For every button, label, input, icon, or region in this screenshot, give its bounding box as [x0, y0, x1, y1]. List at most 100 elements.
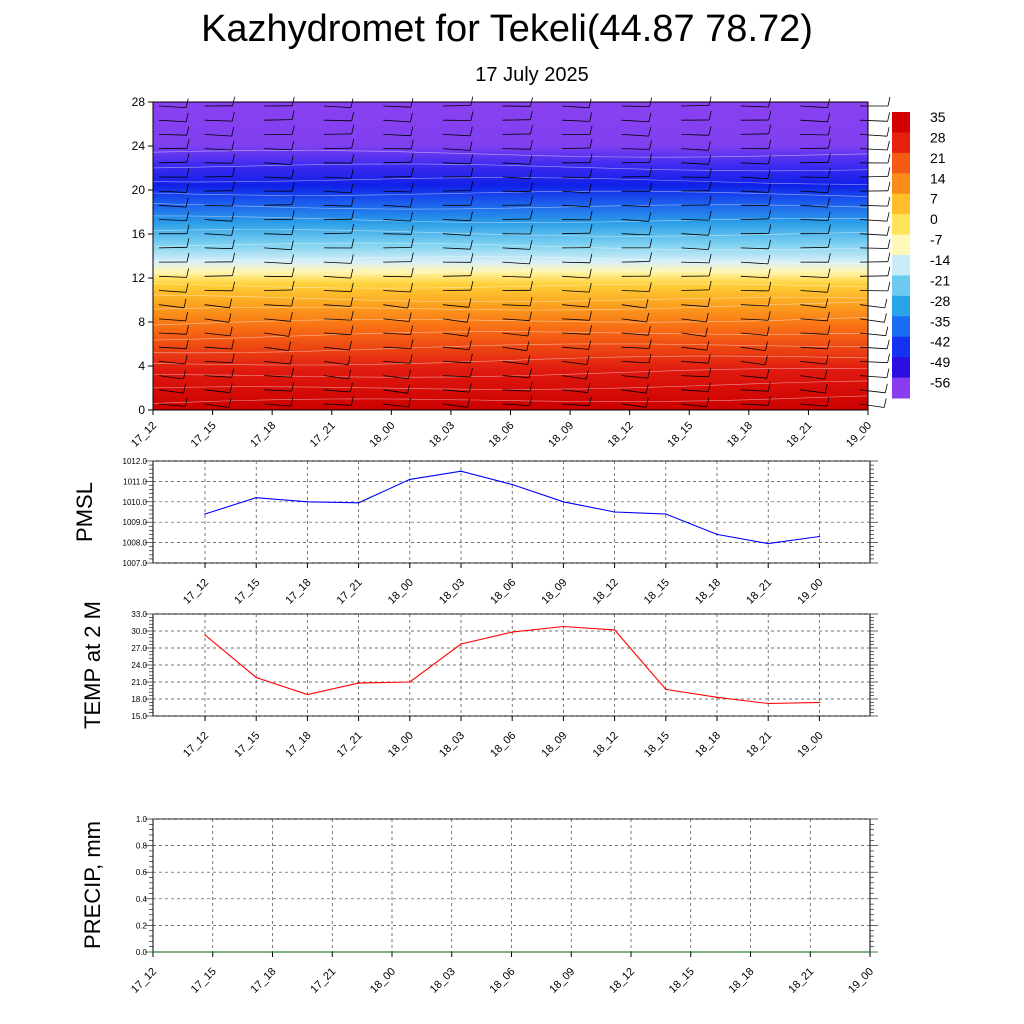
wind-barb: [442, 361, 471, 364]
wind-barb-feather: [231, 112, 235, 122]
data-point: [809, 951, 812, 953]
wind-barb-feather: [827, 125, 831, 136]
wind-barb-feather: [186, 126, 190, 136]
colorbar-label: -14: [930, 252, 950, 268]
wind-barb-feather: [351, 124, 355, 134]
y-tick-label: 1010.0: [123, 498, 148, 507]
wind-barb: [442, 332, 468, 337]
wind-barb-feather: [410, 252, 414, 262]
temp-panel: 15.0 18.0 21.0 24.0 27.0 30.0 33.0 17_12 17_15 17…: [80, 601, 878, 760]
wind-barb: [383, 261, 412, 263]
wind-barb-feather: [529, 396, 533, 406]
wind-barb: [204, 176, 233, 178]
wind-barb-feather: [827, 283, 830, 293]
x-tick-label: 19_00: [795, 730, 825, 760]
x-tick-label: 18_15: [642, 577, 672, 607]
wind-barb: [158, 134, 187, 136]
wind-barb: [264, 162, 292, 165]
x-tick-label: 18_06: [488, 966, 518, 996]
y-tick-label: 28: [132, 95, 146, 109]
wind-barb: [264, 204, 293, 206]
wind-barb: [502, 190, 531, 193]
wind-barb-feather: [410, 267, 414, 277]
wind-barb-feather: [410, 212, 413, 222]
wind-barb-feather: [887, 153, 891, 164]
y-axis-title: PRECIP, mm: [80, 821, 105, 949]
x-tick-label: 18_03: [437, 577, 467, 607]
wind-barb-feather: [410, 112, 413, 123]
contour-line: [152, 395, 869, 404]
wind-barb-feather: [185, 339, 189, 349]
y-tick-label: 21.0: [131, 678, 147, 687]
contour-line: [152, 355, 869, 366]
wind-barb: [740, 190, 769, 193]
wind-barb: [562, 403, 590, 407]
wind-barb: [204, 389, 231, 394]
wind-barb-feather: [467, 398, 470, 408]
wind-barb: [859, 403, 885, 408]
wind-barb-feather: [350, 311, 354, 321]
wind-barb-feather: [764, 355, 768, 365]
x-tick-label: 17_15: [189, 966, 219, 996]
y-tick-label: 0.0: [136, 948, 148, 957]
wind-barb-feather: [589, 125, 593, 135]
wind-barb-feather: [827, 153, 831, 163]
wind-barb: [323, 375, 349, 380]
colorbar-label: -7: [930, 232, 943, 248]
data-point: [255, 676, 257, 679]
wind-barb: [562, 361, 588, 365]
wind-barb-feather: [529, 169, 533, 179]
y-axis-title: PMSL: [72, 482, 97, 542]
wind-barb-feather: [827, 98, 830, 108]
wind-barb-feather: [707, 297, 711, 307]
wind-barb-feather: [827, 198, 830, 208]
wind-barb-feather: [350, 297, 354, 307]
data-point: [511, 483, 513, 486]
wind-barb: [502, 275, 531, 278]
wind-barb: [621, 332, 649, 336]
wind-barb-feather: [708, 266, 712, 277]
wind-barb-feather: [469, 126, 473, 136]
wind-barb-feather: [586, 370, 589, 380]
data-point: [630, 951, 632, 953]
wind-barb-feather: [291, 96, 295, 106]
wind-barb: [204, 332, 231, 337]
temperature-field: [153, 102, 868, 410]
data-point: [510, 951, 513, 953]
wind-barb-feather: [470, 96, 474, 106]
wind-barb-feather: [708, 141, 711, 151]
wind-barb: [502, 162, 530, 165]
wind-barb: [323, 190, 351, 194]
data-point: [460, 470, 462, 473]
contour-line: [152, 380, 869, 390]
wind-barb: [383, 318, 410, 322]
wind-barb-feather: [229, 326, 233, 336]
wind-barb-feather: [469, 141, 473, 151]
wind-barb: [681, 247, 709, 250]
wind-barb: [800, 290, 828, 293]
wind-barb-feather: [768, 281, 772, 291]
x-tick-label: 18_21: [784, 420, 814, 450]
wind-barb: [740, 318, 769, 321]
wind-barb-feather: [765, 341, 768, 351]
contour-line: [152, 163, 869, 172]
wind-barb-feather: [290, 397, 294, 407]
wind-barb: [264, 247, 292, 251]
data-point: [613, 511, 616, 513]
wind-barb-feather: [767, 296, 771, 307]
wind-barb: [621, 346, 650, 349]
wind-barb: [204, 204, 233, 207]
y-tick-label: 1007.0: [123, 559, 148, 568]
wind-barb: [158, 246, 187, 249]
wind-barb-feather: [291, 110, 295, 120]
wind-barb: [562, 119, 590, 122]
wind-barb-feather: [288, 341, 292, 351]
wind-barb: [562, 346, 589, 350]
wind-barb: [502, 176, 530, 179]
wind-barb: [204, 148, 232, 151]
wind-barb: [621, 361, 650, 364]
wind-barb-feather: [887, 281, 891, 291]
wind-barb: [740, 332, 768, 336]
wind-barb-feather: [470, 211, 473, 221]
wind-barb: [204, 219, 232, 222]
